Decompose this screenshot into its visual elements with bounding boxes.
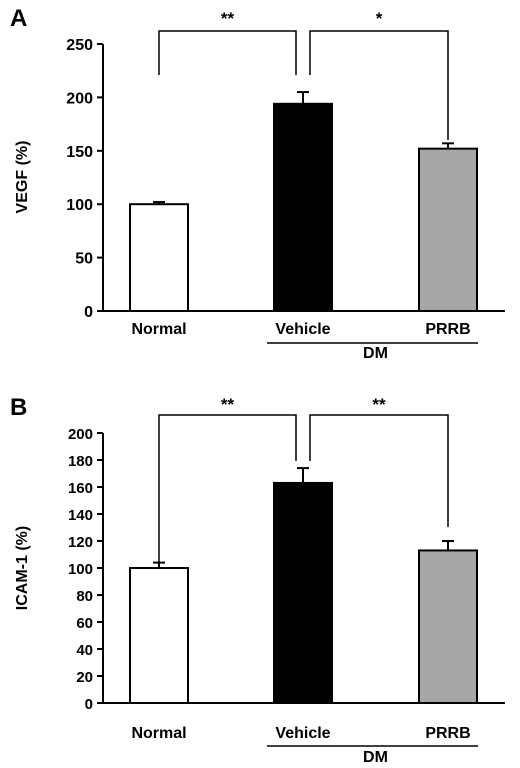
panel-b-y-tick-label: 140 — [68, 507, 93, 524]
panel-a-y-tick-label: 150 — [66, 144, 93, 161]
panel-a-y-tick-label: 0 — [84, 304, 93, 321]
panel-b-group-label: DM — [363, 749, 388, 766]
panel-a-significance-bracket — [309, 30, 449, 140]
panel-a-bar-vehicle — [273, 102, 333, 312]
panel-a-y-tick-label: 200 — [66, 90, 93, 107]
panel-b-label: B — [10, 394, 27, 421]
panel-a-category-label: Normal — [131, 321, 186, 338]
panel-a-group-label: DM — [363, 345, 388, 362]
panel-b-y-tick-label: 60 — [76, 615, 93, 632]
panel-b-y-tick-label: 200 — [68, 426, 93, 443]
panel-b-y-tick-label: 40 — [76, 642, 93, 659]
panel-a-significance-label: * — [376, 9, 383, 28]
panel-a-significance-bracket — [158, 30, 297, 75]
panel-b-significance-label: ** — [221, 395, 235, 414]
panel-a-category-label: Vehicle — [275, 321, 330, 338]
panel-a-y-tick-label: 250 — [66, 37, 93, 54]
panel-b-y-axis-label: ICAM-1 (%) — [14, 526, 31, 610]
panel-b-y-tick-label: 160 — [68, 480, 93, 497]
panel-b-y-tick-label: 100 — [68, 561, 93, 578]
panel-a-y-tick-label: 50 — [75, 251, 93, 268]
panel-a-significance-label: ** — [221, 9, 235, 28]
panel-b-bar-prrb — [418, 549, 478, 705]
panel-b-category-label: Normal — [131, 725, 186, 742]
panel-b-significance-bracket — [309, 414, 449, 527]
panel-b-category-label: Vehicle — [275, 725, 330, 742]
panel-b-bar-normal — [129, 567, 189, 704]
panel-b-y-tick-label: 0 — [85, 696, 93, 713]
panel-b-bar-vehicle — [273, 481, 333, 705]
panel-b-significance-label: ** — [372, 395, 386, 414]
panel-b-significance-bracket — [158, 414, 297, 563]
panel-b-y-tick-label: 80 — [76, 588, 93, 605]
panel-b-y-tick-label: 20 — [76, 669, 93, 686]
panel-a-y-tick-label: 100 — [66, 197, 93, 214]
panel-a-bar-normal — [129, 203, 189, 312]
panel-a-label: A — [10, 5, 27, 32]
panel-a-bar-prrb — [418, 147, 478, 312]
panel-b-y-tick-label: 180 — [68, 453, 93, 470]
panel-a-y-axis-label: VEGF (%) — [14, 141, 31, 214]
panel-a-category-label: PRRB — [425, 321, 470, 338]
panel-b-category-label: PRRB — [425, 725, 470, 742]
panel-b-y-tick-label: 120 — [68, 534, 93, 551]
